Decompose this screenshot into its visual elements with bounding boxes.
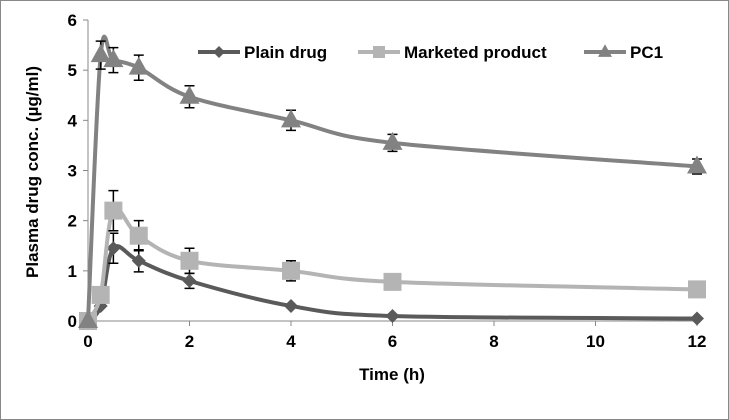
y-tick-label: 6: [68, 11, 77, 30]
y-tick-label: 1: [68, 262, 77, 281]
legend-label: PC1: [630, 43, 663, 62]
square-marker: [104, 201, 123, 220]
series-line: [86, 244, 698, 323]
x-tick-label: 0: [83, 332, 92, 351]
y-tick-label: 5: [68, 61, 77, 80]
diamond-marker: [213, 46, 225, 58]
y-tick-label: 4: [68, 111, 78, 130]
square-marker: [383, 272, 402, 291]
x-tick-label: 4: [286, 332, 296, 351]
square-marker: [91, 285, 110, 304]
triangle-marker: [382, 131, 403, 150]
diamond-marker: [131, 253, 146, 268]
square-marker: [688, 280, 706, 299]
x-axis-label: Time (h): [359, 365, 425, 384]
legend-label: Plain drug: [244, 43, 327, 62]
triangle-marker: [78, 310, 98, 328]
legend-label: Marketed product: [404, 43, 547, 62]
triangle-marker: [598, 44, 612, 57]
x-tick-label: 10: [586, 332, 605, 351]
triangle-marker: [128, 56, 149, 75]
diamond-marker: [690, 311, 704, 326]
triangle-marker: [179, 85, 200, 104]
diamond-marker: [284, 298, 298, 313]
x-tick-label: 6: [388, 332, 397, 351]
square-marker: [129, 226, 148, 245]
triangle-marker: [281, 109, 301, 128]
x-tick-label: 12: [688, 332, 707, 351]
triangle-marker: [103, 49, 124, 68]
y-tick-label: 0: [68, 312, 77, 331]
y-axis-label: Plasma drug conc. (µg/ml): [23, 66, 42, 278]
square-marker: [282, 261, 300, 280]
x-tick-label: 2: [185, 332, 194, 351]
diamond-marker: [385, 308, 400, 323]
series-line: [86, 34, 698, 322]
legend: Plain drug Marketed product PC1: [198, 43, 663, 62]
square-marker: [373, 46, 385, 58]
y-tick-label: 3: [68, 162, 77, 181]
square-marker: [180, 251, 199, 270]
series-pc1: [78, 34, 707, 328]
y-tick-label: 2: [68, 212, 77, 231]
x-tick-label: 8: [489, 332, 498, 351]
diamond-marker: [182, 273, 197, 288]
triangle-marker: [90, 44, 111, 63]
triangle-marker: [687, 155, 707, 174]
diamond-marker: [106, 241, 121, 256]
